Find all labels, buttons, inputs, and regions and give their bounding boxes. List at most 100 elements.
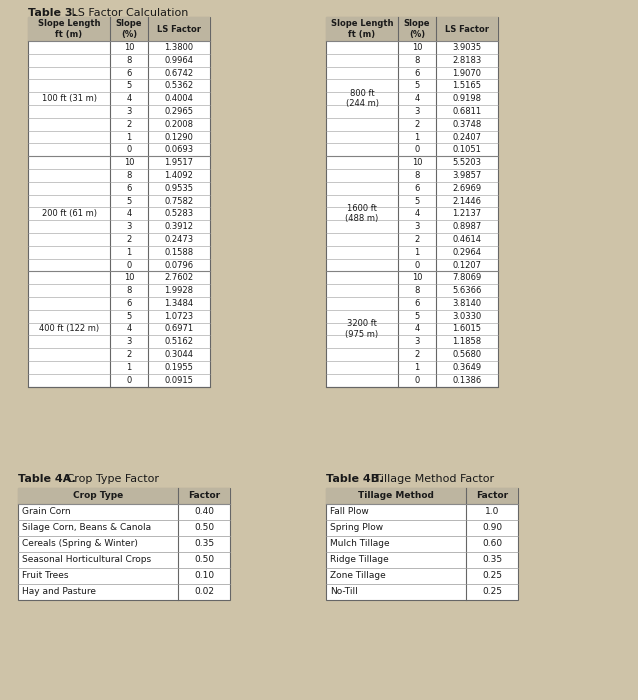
Text: 200 ft (61 m): 200 ft (61 m) — [41, 209, 96, 218]
Text: 0.9535: 0.9535 — [165, 183, 193, 192]
Text: 6: 6 — [126, 69, 131, 78]
Text: 3.9857: 3.9857 — [452, 171, 482, 180]
Text: Silage Corn, Beans & Canola: Silage Corn, Beans & Canola — [22, 524, 151, 533]
Text: 5: 5 — [414, 197, 420, 206]
Text: 10: 10 — [124, 158, 134, 167]
Text: Table 3.: Table 3. — [28, 8, 77, 18]
Text: 0.1386: 0.1386 — [452, 376, 482, 385]
Text: 1.1858: 1.1858 — [452, 337, 482, 346]
Text: 1: 1 — [126, 132, 131, 141]
Text: 4: 4 — [414, 209, 420, 218]
Text: 2.1446: 2.1446 — [452, 197, 482, 206]
Text: 3: 3 — [414, 222, 420, 231]
Text: Slope Length
ft (m): Slope Length ft (m) — [38, 20, 100, 38]
Text: Grain Corn: Grain Corn — [22, 508, 71, 517]
Text: 4: 4 — [414, 94, 420, 103]
Text: Hay and Pasture: Hay and Pasture — [22, 587, 96, 596]
Text: 1: 1 — [414, 132, 420, 141]
Text: 6: 6 — [414, 183, 420, 192]
Text: 10: 10 — [124, 273, 134, 282]
Text: 0.0915: 0.0915 — [165, 376, 193, 385]
Bar — [18, 488, 230, 504]
Text: 2: 2 — [126, 120, 131, 129]
Text: 0.4004: 0.4004 — [165, 94, 193, 103]
Text: 0.02: 0.02 — [194, 587, 214, 596]
Text: Fall Plow: Fall Plow — [330, 508, 369, 517]
Text: 0.50: 0.50 — [194, 556, 214, 564]
Text: Zone Tillage: Zone Tillage — [330, 571, 386, 580]
Text: 1: 1 — [414, 248, 420, 257]
Text: 0.10: 0.10 — [194, 571, 214, 580]
Text: 0.35: 0.35 — [482, 556, 502, 564]
Text: 0.35: 0.35 — [194, 540, 214, 549]
Text: 0.50: 0.50 — [194, 524, 214, 533]
Text: 2: 2 — [126, 350, 131, 359]
Text: 6: 6 — [414, 69, 420, 78]
Text: Fruit Trees: Fruit Trees — [22, 571, 68, 580]
Text: 0.2965: 0.2965 — [165, 107, 193, 116]
Text: 0.60: 0.60 — [482, 540, 502, 549]
Text: 2.6969: 2.6969 — [452, 183, 482, 192]
Text: 0.40: 0.40 — [194, 508, 214, 517]
Text: 0.6811: 0.6811 — [452, 107, 482, 116]
Text: 0.25: 0.25 — [482, 571, 502, 580]
Text: LS Factor Calculation: LS Factor Calculation — [68, 8, 188, 18]
Text: 6: 6 — [414, 299, 420, 308]
Text: Cereals (Spring & Winter): Cereals (Spring & Winter) — [22, 540, 138, 549]
Text: 10: 10 — [412, 273, 422, 282]
Bar — [326, 488, 518, 600]
Bar — [28, 17, 210, 41]
Text: 0.2964: 0.2964 — [452, 248, 482, 257]
Text: 0.3912: 0.3912 — [165, 222, 193, 231]
Text: 1.3484: 1.3484 — [165, 299, 193, 308]
Text: 0.1955: 0.1955 — [165, 363, 193, 372]
Text: 0.5283: 0.5283 — [165, 209, 193, 218]
Text: 3.0330: 3.0330 — [452, 312, 482, 321]
Text: Table 4B.: Table 4B. — [326, 474, 383, 484]
Text: 0.9198: 0.9198 — [452, 94, 482, 103]
Text: 400 ft (122 m): 400 ft (122 m) — [39, 325, 99, 333]
Text: 3: 3 — [414, 337, 420, 346]
Text: 0: 0 — [414, 260, 420, 270]
Text: Seasonal Horticultural Crops: Seasonal Horticultural Crops — [22, 556, 151, 564]
Text: 3200 ft
(975 m): 3200 ft (975 m) — [345, 319, 378, 339]
Text: 2: 2 — [414, 350, 420, 359]
Text: 0.7582: 0.7582 — [165, 197, 193, 206]
Text: 0.6971: 0.6971 — [165, 325, 193, 333]
Text: 10: 10 — [124, 43, 134, 52]
Text: 1.6015: 1.6015 — [452, 325, 482, 333]
Text: 0.2473: 0.2473 — [165, 235, 193, 244]
Text: 0.0693: 0.0693 — [165, 146, 193, 154]
Text: 8: 8 — [126, 56, 131, 64]
Text: 0.90: 0.90 — [482, 524, 502, 533]
Text: 4: 4 — [414, 325, 420, 333]
Text: 1.0: 1.0 — [485, 508, 499, 517]
Text: 0.25: 0.25 — [482, 587, 502, 596]
Text: 0.3649: 0.3649 — [452, 363, 482, 372]
Text: 1.2137: 1.2137 — [452, 209, 482, 218]
Text: 0.2008: 0.2008 — [165, 120, 193, 129]
Text: 0.1051: 0.1051 — [452, 146, 482, 154]
Text: 1: 1 — [126, 248, 131, 257]
Text: 0.2407: 0.2407 — [452, 132, 482, 141]
Text: 3.8140: 3.8140 — [452, 299, 482, 308]
Text: 0: 0 — [414, 146, 420, 154]
Text: Tillage Method: Tillage Method — [358, 491, 434, 500]
Text: 8: 8 — [126, 171, 131, 180]
Text: 0.5680: 0.5680 — [452, 350, 482, 359]
Text: 4: 4 — [126, 325, 131, 333]
Text: 2: 2 — [414, 235, 420, 244]
Text: LS Factor: LS Factor — [157, 25, 201, 34]
Text: 100 ft (31 m): 100 ft (31 m) — [41, 94, 96, 103]
Text: 3: 3 — [126, 337, 131, 346]
Text: 0.0796: 0.0796 — [165, 260, 193, 270]
Text: Factor: Factor — [476, 491, 508, 500]
Text: 7.8069: 7.8069 — [452, 273, 482, 282]
Text: 0.1207: 0.1207 — [452, 260, 482, 270]
Text: 0: 0 — [414, 376, 420, 385]
Text: 1: 1 — [414, 363, 420, 372]
Text: 3: 3 — [126, 222, 131, 231]
Text: 10: 10 — [412, 158, 422, 167]
Text: 2.7602: 2.7602 — [165, 273, 193, 282]
Text: 0.8987: 0.8987 — [452, 222, 482, 231]
